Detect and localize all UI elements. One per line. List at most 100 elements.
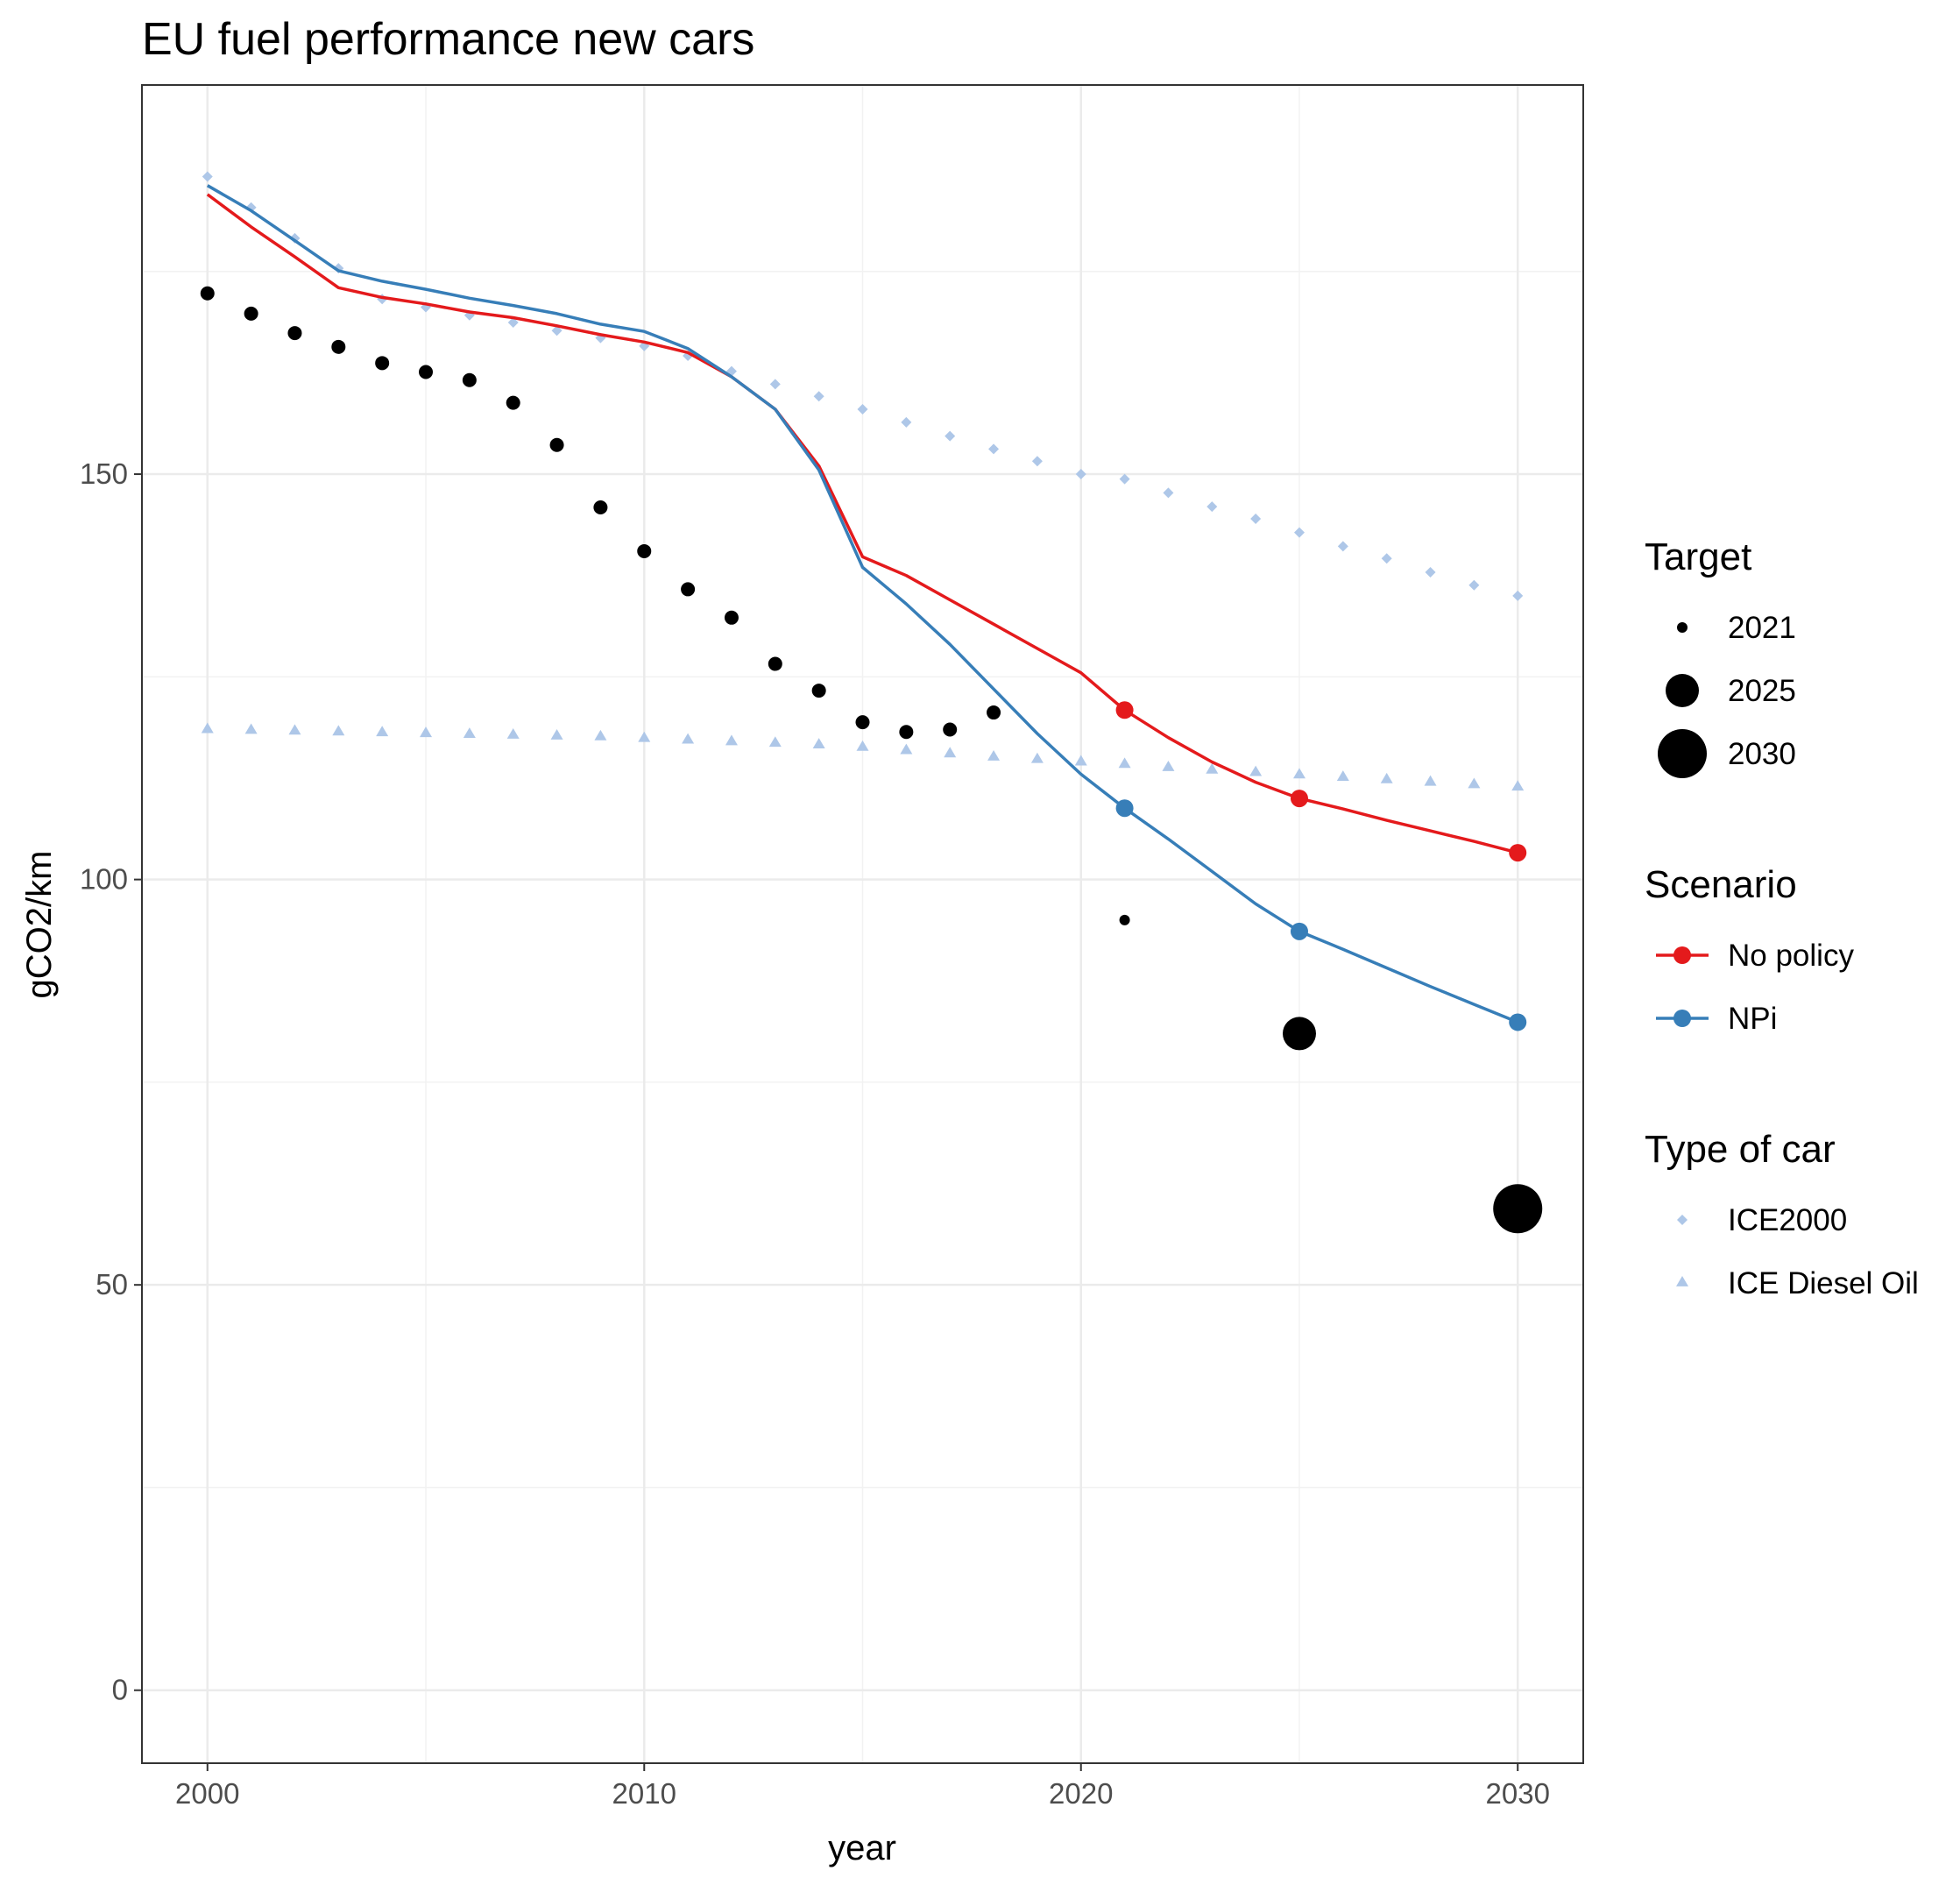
legend-key-target-2021: [1677, 622, 1688, 633]
historical-point: [637, 543, 652, 558]
legend-label-no-policy: No policy: [1728, 939, 1854, 973]
y-tick-label: 150: [80, 457, 128, 490]
x-tick-label: 2000: [175, 1777, 239, 1810]
historical-point: [681, 582, 696, 597]
historical-point: [987, 705, 1001, 720]
x-tick-label: 2030: [1486, 1777, 1550, 1810]
legend-key-marker-no-policy: [1673, 946, 1691, 964]
legend-title-target: Target: [1645, 535, 1751, 578]
historical-point: [724, 610, 739, 625]
ice-diesel-oil-point: [1162, 761, 1175, 771]
ice-diesel-oil-point: [944, 747, 957, 758]
ice2000-point: [1512, 590, 1524, 601]
ice2000-point: [1206, 501, 1218, 513]
historical-point: [375, 356, 390, 371]
legend-scenario-keys: [1656, 946, 1709, 1027]
data-layer: [200, 171, 1543, 1234]
ice2000-point: [1163, 487, 1174, 499]
legend-label-ice-diesel-oil: ICE Diesel Oil: [1728, 1266, 1919, 1300]
historical-point: [549, 437, 564, 452]
historical-point: [331, 339, 346, 354]
ice-diesel-oil-point: [768, 736, 782, 748]
x-tick-label: 2010: [612, 1777, 676, 1810]
legend-label-target-2030: 2030: [1728, 737, 1796, 771]
gridlines: [142, 85, 1583, 1763]
y-tick-label: 100: [80, 863, 128, 896]
ice2000-point: [901, 416, 912, 428]
ice-diesel-oil-point: [332, 725, 345, 736]
ice2000-point: [1468, 579, 1480, 591]
marker-npi: [1115, 799, 1134, 818]
target-2025: [1282, 1017, 1316, 1051]
y-tick-label: 50: [96, 1268, 128, 1300]
ice-diesel-oil-point: [1249, 765, 1263, 776]
historical-point: [855, 715, 870, 730]
ice-diesel-oil-point: [900, 743, 913, 755]
historical-point: [200, 286, 215, 301]
chart-title: EU fuel performance new cars: [142, 14, 754, 65]
marker-npi: [1509, 1013, 1527, 1031]
ice2000-point: [1075, 469, 1086, 480]
ice-diesel-oil-point: [812, 738, 825, 749]
legend-title-scenario: Scenario: [1645, 863, 1797, 906]
ice-diesel-oil-point: [550, 728, 563, 740]
ice2000-point: [988, 443, 1000, 455]
ice-diesel-oil-point: [376, 726, 389, 737]
ice-diesel-oil-point: [1030, 752, 1044, 763]
marker-no-policy: [1509, 844, 1527, 862]
ice-diesel-oil-point: [288, 724, 301, 735]
plot-panel: [141, 84, 1584, 1764]
legend-key-ice2000: [1677, 1215, 1688, 1225]
x-tick-label: 2020: [1049, 1777, 1113, 1810]
ice-diesel-oil-point: [594, 729, 607, 741]
ice2000-point: [507, 317, 519, 329]
ice2000-point: [769, 379, 781, 390]
legend-key-target-2025: [1666, 674, 1699, 707]
ice2000-point: [1119, 473, 1130, 485]
ice-diesel-oil-point: [638, 731, 651, 742]
ice2000-point: [1031, 456, 1043, 467]
legend-target-keys: [1658, 622, 1707, 778]
legend-label-target-2021: 2021: [1728, 611, 1796, 645]
historical-point: [899, 725, 914, 740]
target-2021: [1119, 914, 1130, 925]
ice2000-point: [1381, 553, 1392, 564]
historical-point: [593, 500, 608, 514]
ice-diesel-oil-point: [1424, 775, 1437, 786]
y-axis-title: gCO2/km: [20, 851, 59, 999]
ice-diesel-oil-point: [1074, 755, 1087, 766]
ice-diesel-oil-point: [1292, 768, 1305, 779]
legend-key-target-2030: [1658, 729, 1707, 778]
ice-diesel-oil-point: [1468, 777, 1481, 789]
ice-diesel-oil-point: [1336, 770, 1349, 782]
historical-point: [244, 306, 258, 321]
legend-title-car-type: Type of car: [1645, 1128, 1836, 1171]
legend: Target 2021 2025 2030 Scenario No policy…: [1645, 535, 1919, 1300]
legend-key-marker-npi: [1673, 1010, 1691, 1027]
legend-key-ice-diesel-oil: [1676, 1276, 1688, 1286]
ice-diesel-oil-point: [1206, 762, 1219, 774]
ice-diesel-oil-point: [856, 740, 869, 751]
historical-point: [419, 365, 434, 379]
historical-point: [768, 656, 782, 671]
ice2000-point: [1293, 527, 1305, 538]
y-tick-label: 0: [112, 1674, 128, 1706]
ice2000-point: [551, 325, 563, 337]
axes: 2000 2010 2020 2030 0 50 100 150: [80, 457, 1550, 1810]
x-axis-title: year: [828, 1829, 896, 1867]
legend-label-npi: NPi: [1728, 1002, 1777, 1036]
historical-point: [811, 684, 826, 698]
legend-car-keys: [1676, 1215, 1688, 1286]
ice2000-point: [1337, 541, 1348, 552]
legend-label-ice2000: ICE2000: [1728, 1203, 1847, 1237]
ice-diesel-oil-point: [1380, 772, 1393, 783]
historical-point: [287, 326, 302, 341]
marker-no-policy: [1115, 701, 1134, 719]
ice2000-point: [945, 430, 956, 442]
ice-diesel-oil-point: [682, 733, 695, 744]
ice-diesel-oil-point: [244, 723, 258, 734]
ice-diesel-oil-point: [201, 722, 214, 733]
marker-no-policy: [1290, 790, 1308, 808]
ice-diesel-oil-point: [1118, 757, 1131, 769]
